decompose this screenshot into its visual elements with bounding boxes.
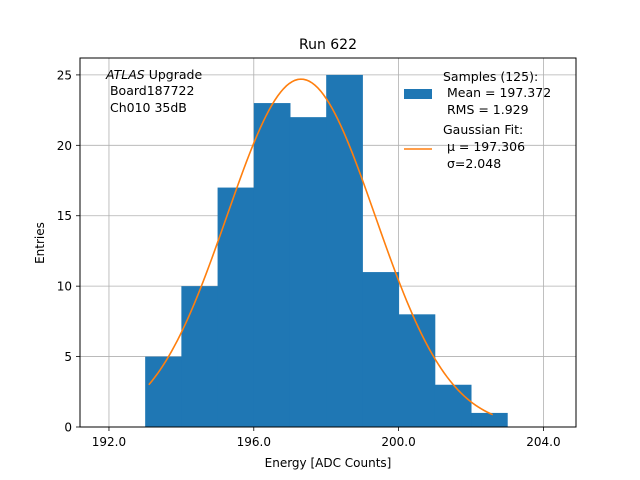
gaussian-fit-curve [148, 78, 494, 416]
legend-samples-line-3: RMS = 1.929 [443, 102, 529, 117]
y-tick-label: 25 [57, 68, 72, 82]
y-tick-label: 10 [57, 280, 72, 294]
histogram-bar [471, 412, 508, 427]
fit-curve-group [148, 78, 494, 416]
histogram-bar [217, 187, 255, 427]
annotation-upgrade: Upgrade [145, 67, 203, 82]
legend-samples-line-1: Samples (125): [443, 69, 538, 84]
x-axis-label: Energy [ADC Counts] [265, 456, 392, 470]
x-tick-label: 200.0 [381, 435, 415, 449]
x-axis-ticks: 192.0 196.0 200.0 204.0 [92, 427, 561, 449]
y-tick-label: 5 [64, 350, 72, 364]
annotation-line-3: Ch010 35dB [106, 100, 187, 115]
legend-fit-line-3: σ=2.048 [443, 156, 501, 171]
x-tick-label: 204.0 [526, 435, 560, 449]
histogram-bar [145, 356, 182, 427]
histogram-bar [181, 286, 219, 427]
histogram-bar [398, 314, 436, 427]
y-tick-label: 0 [64, 421, 72, 435]
histogram-bar [434, 384, 472, 427]
histogram-bar [362, 272, 400, 427]
histogram-bar [253, 103, 291, 428]
legend-samples-line-2: Mean = 197.372 [443, 85, 551, 100]
x-tick-label: 192.0 [92, 435, 126, 449]
y-tick-label: 15 [57, 209, 72, 223]
histogram-bar [326, 74, 363, 428]
x-tick-label: 196.0 [237, 435, 271, 449]
legend-fit-line-2: μ = 197.306 [443, 139, 525, 154]
legend: Samples (125): Mean = 197.372 RMS = 1.92… [404, 69, 551, 171]
y-axis-ticks: 0 5 10 15 20 25 [57, 68, 80, 435]
annotation-line-2: Board187722 [106, 83, 194, 98]
legend-fit-line-1: Gaussian Fit: [443, 122, 523, 137]
plot-frame [79, 57, 577, 428]
legend-samples-swatch [404, 89, 432, 99]
annotation: ATLAS Upgrade Board187722 Ch010 35dB [105, 67, 202, 115]
histogram-bar [289, 117, 327, 427]
annotation-line-1: ATLAS Upgrade [105, 67, 202, 82]
y-axis-label: Entries [33, 222, 47, 264]
y-tick-label: 20 [57, 139, 72, 153]
chart-title: Run 622 [299, 37, 357, 53]
annotation-atlas: ATLAS [105, 67, 145, 82]
